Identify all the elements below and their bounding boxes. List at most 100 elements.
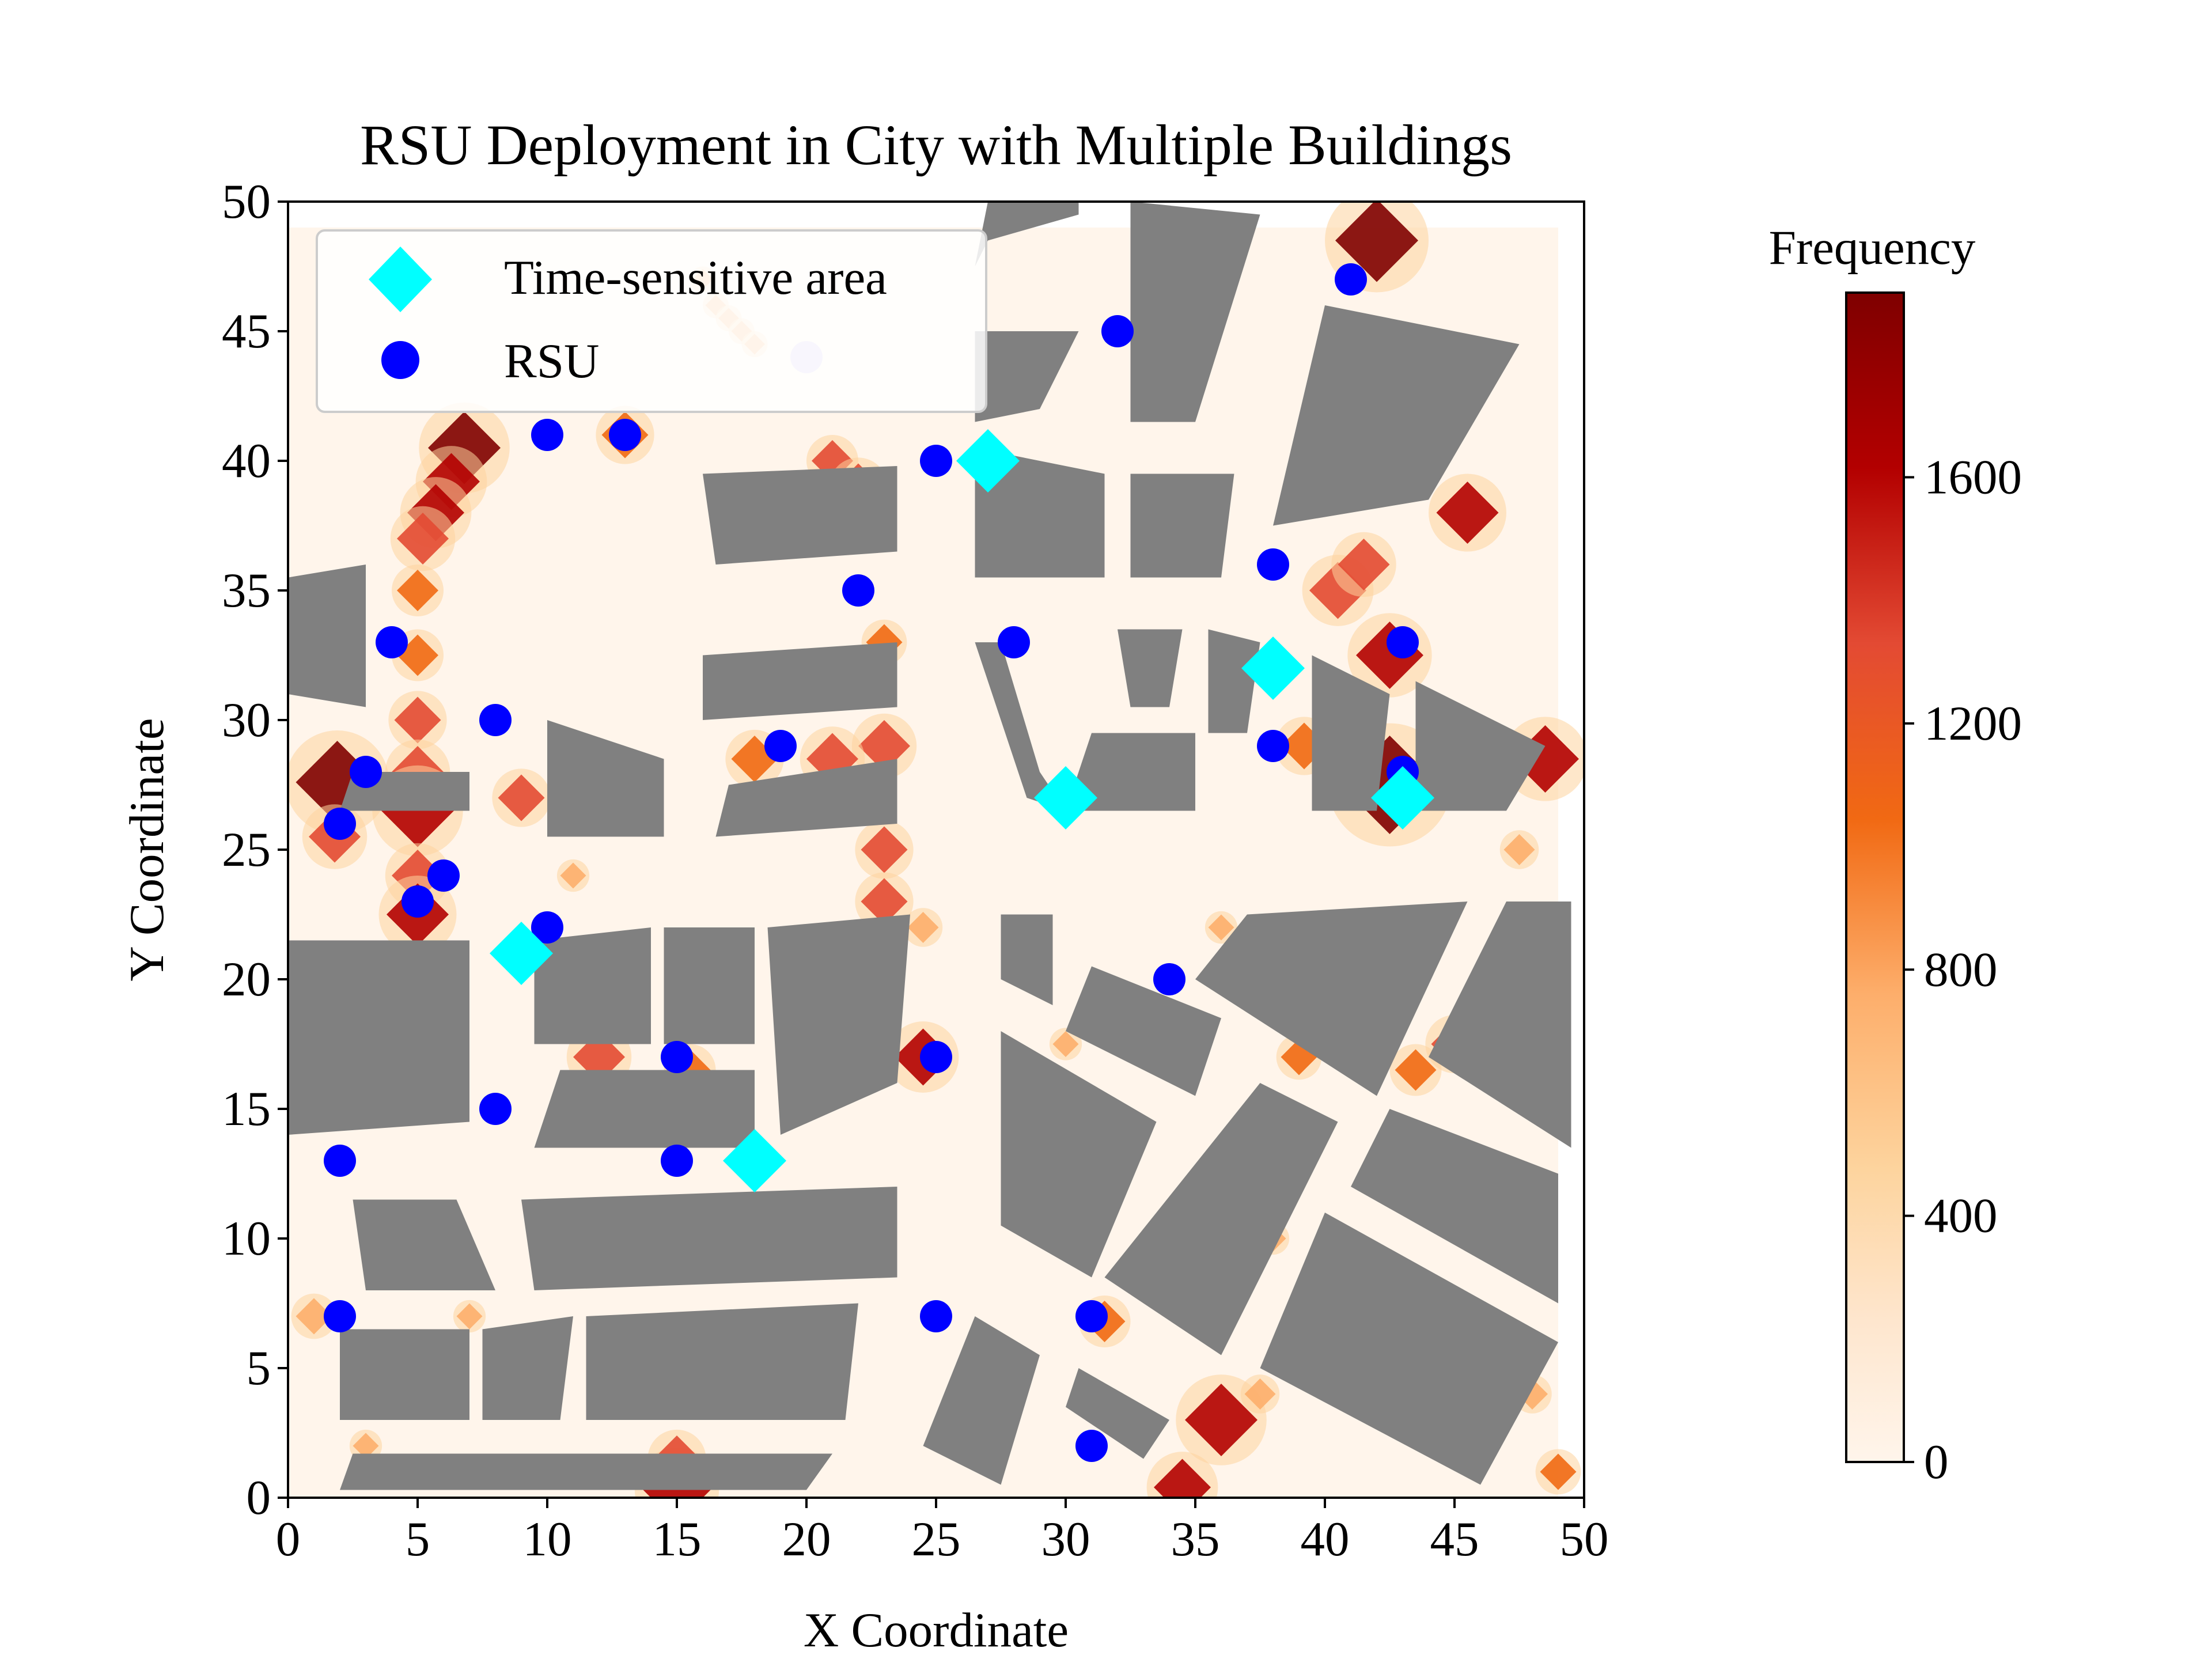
building-21 [767, 914, 910, 1135]
building-6 [1130, 474, 1234, 578]
building-32 [1260, 1213, 1558, 1485]
time-sensitive-point-4 [490, 922, 553, 985]
rsu-point-10 [1387, 626, 1419, 658]
hotspot-49 [1052, 1031, 1079, 1057]
colorbar-tick-label-1200: 1200 [1924, 696, 2022, 751]
building-8 [703, 642, 897, 720]
legend-circle-icon [381, 341, 419, 379]
x-axis-label: X Coordinate [804, 1603, 1069, 1657]
time-sensitive-point-1 [1241, 637, 1305, 700]
hotspot-45 [1540, 1453, 1577, 1490]
building-24 [1195, 902, 1468, 1096]
colorbar-tick-label-400: 400 [1924, 1189, 1998, 1243]
rsu-point-1 [1101, 315, 1134, 347]
rsu-point-22 [920, 1041, 952, 1073]
building-13 [1415, 681, 1546, 811]
markers [324, 263, 1434, 1462]
rsu-point-23 [479, 1093, 512, 1125]
x-tick-label-25: 25 [912, 1512, 961, 1566]
x-tick-label-50: 50 [1560, 1512, 1609, 1566]
hotspot-61 [560, 862, 586, 889]
hotspot-34 [1436, 482, 1499, 544]
building-5 [975, 448, 1105, 578]
hotspot-44 [296, 1298, 332, 1335]
y-tick-label-10: 10 [222, 1211, 271, 1266]
time-sensitive-point-3 [1371, 766, 1434, 830]
building-34 [482, 1316, 573, 1420]
building-12 [1312, 655, 1390, 811]
building-37 [1066, 1368, 1169, 1459]
x-tick-label-5: 5 [406, 1512, 430, 1566]
building-36 [923, 1316, 1040, 1485]
hotspot-33 [1338, 539, 1390, 590]
plot-area [288, 202, 1584, 1498]
building-15 [547, 720, 664, 837]
hotspot-14 [498, 774, 545, 821]
hotspot-5 [397, 570, 438, 611]
x-tick-label-20: 20 [782, 1512, 831, 1566]
x-tick-label-0: 0 [276, 1512, 301, 1566]
building-22 [1001, 914, 1053, 1005]
x-tick-label-30: 30 [1041, 1512, 1090, 1566]
x-tick-label-15: 15 [653, 1512, 702, 1566]
y-tick-label-25: 25 [222, 823, 271, 877]
hotspot-24 [907, 912, 939, 943]
y-tick-label-50: 50 [222, 175, 271, 229]
rsu-point-7 [842, 574, 874, 607]
building-31 [521, 1187, 897, 1290]
legend-label-rsu: RSU [504, 334, 599, 388]
building-10 [1118, 629, 1183, 707]
building-18 [288, 940, 469, 1135]
colorbar-tick-label-800: 800 [1924, 942, 1998, 997]
colorbar-tick-label-0: 0 [1924, 1435, 1949, 1489]
rsu-point-9 [998, 626, 1030, 658]
hotspot-41 [1154, 1459, 1211, 1498]
y-tick-label-45: 45 [222, 304, 271, 358]
building-27 [1001, 1031, 1157, 1278]
building-7 [288, 565, 366, 707]
rsu-point-11 [479, 704, 512, 736]
hotspot-22 [861, 826, 908, 873]
rsu-point-29 [1075, 1430, 1108, 1462]
legend-label-time-sensitive: Time-sensitive area [504, 251, 887, 305]
building-26 [534, 1070, 755, 1148]
hotspot-0 [1335, 202, 1418, 282]
legend-box [316, 229, 987, 413]
building-0 [975, 202, 1079, 267]
hotspot-48 [353, 1433, 379, 1459]
rsu-point-24 [324, 1145, 356, 1177]
building-11 [1208, 629, 1260, 733]
rsu-point-28 [1075, 1300, 1108, 1332]
rsu-point-20 [1153, 963, 1185, 995]
time-sensitive-point-5 [723, 1129, 786, 1192]
rsu-point-21 [661, 1041, 693, 1073]
buildings [288, 202, 1571, 1490]
rsu-point-18 [402, 885, 434, 918]
building-29 [1351, 1109, 1558, 1304]
x-axis: 0 5 10 15 20 25 30 35 40 45 50 [276, 1498, 1609, 1566]
rsu-point-16 [324, 808, 356, 840]
hotspot-40 [1244, 1378, 1276, 1410]
y-tick-label-5: 5 [247, 1341, 271, 1395]
legend[interactable]: Time-sensitive area RSU [316, 229, 987, 413]
building-38 [340, 1453, 832, 1490]
y-tick-label-30: 30 [222, 693, 271, 747]
x-tick-label-10: 10 [523, 1512, 572, 1566]
rsu-point-5 [920, 445, 952, 477]
building-23 [1066, 966, 1221, 1096]
colorbar-tick-label-1600: 1600 [1924, 450, 2022, 505]
x-tick-label-40: 40 [1301, 1512, 1350, 1566]
hotspot-4 [397, 513, 449, 565]
rsu-point-13 [1257, 730, 1289, 762]
building-4 [703, 466, 897, 565]
time-sensitive-point-2 [1034, 766, 1097, 830]
hotspot-39 [1185, 1384, 1257, 1456]
hotspot-7 [394, 696, 441, 744]
rsu-point-0 [1335, 263, 1367, 296]
building-14 [1066, 733, 1195, 811]
building-9 [975, 642, 1066, 811]
y-tick-label-35: 35 [222, 563, 271, 618]
y-axis-label: Y Coordinate [120, 718, 174, 981]
legend-diamond-icon [369, 247, 432, 312]
